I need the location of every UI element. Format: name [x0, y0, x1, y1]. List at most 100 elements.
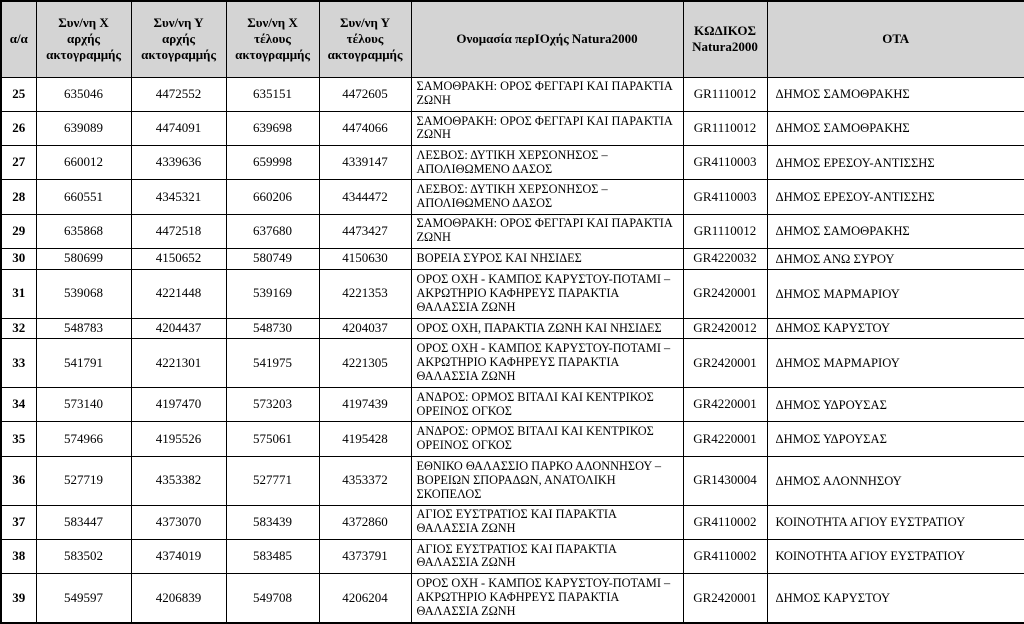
cell-y-start: 4221301 [130, 338, 227, 389]
cell-aa: 30 [0, 247, 37, 270]
cell-natura-name: ΑΓΙΟΣ ΕΥΣΤΡΑΤΙΟΣ ΚΑΙ ΠΑΡΑΚΤΙΑ ΘΑΛΑΣΣΙΑ Ζ… [410, 504, 684, 540]
cell-y-start: 4472518 [130, 213, 227, 249]
header-ota: ΟΤΑ [766, 0, 1024, 78]
cell-x-start: 539068 [35, 268, 132, 319]
cell-x-start: 580699 [35, 247, 132, 270]
table-row: 39 549597 4206839 549708 4206204 ΟΡΟΣ ΟΧ… [0, 573, 1024, 624]
cell-y-start: 4150652 [130, 247, 227, 270]
cell-x-end: 583439 [225, 504, 320, 540]
cell-natura-name: ΑΝΔΡΟΣ: ΟΡΜΟΣ ΒΙΤΑΛΙ ΚΑΙ ΚΕΝΤΡΙΚΟΣ ΟΡΕΙΝ… [410, 421, 684, 457]
cell-y-end: 4353372 [318, 455, 412, 506]
cell-x-end: 583485 [225, 538, 320, 575]
cell-y-end: 4473427 [318, 213, 412, 249]
cell-ota: ΔΗΜΟΣ ΕΡΕΣΟΥ-ΑΝΤΙΣΣΗΣ [766, 179, 1024, 215]
cell-ota: ΚΟΙΝΟΤΗΤΑ ΑΓΙΟΥ ΕΥΣΤΡΑΤΙΟΥ [766, 538, 1024, 575]
cell-y-start: 4195526 [130, 421, 227, 457]
cell-aa: 27 [0, 145, 37, 181]
cell-natura-name: ΟΡΟΣ ΟΧΗ, ΠΑΡΑΚΤΙΑ ΖΩΝΗ ΚΑΙ ΝΗΣΙΔΕΣ [410, 317, 684, 340]
cell-natura-code: GR4220001 [682, 421, 768, 457]
cell-y-end: 4472605 [318, 76, 412, 112]
cell-x-end: 541975 [225, 338, 320, 389]
cell-aa: 35 [0, 421, 37, 457]
table-row: 31 539068 4221448 539169 4221353 ΟΡΟΣ ΟΧ… [0, 268, 1024, 319]
cell-natura-name: ΕΘΝΙΚΟ ΘΑΛΑΣΣΙΟ ΠΑΡΚΟ ΑΛΟΝΝΗΣΟΥ – ΒΟΡΕΙΩ… [410, 455, 684, 506]
cell-x-start: 548783 [35, 317, 132, 340]
cell-natura-name: ΛΕΣΒΟΣ: ΔΥΤΙΚΗ ΧΕΡΣΟΝΗΣΟΣ – ΑΠΟΛΙΘΩΜΕΝΟ … [410, 179, 684, 215]
cell-ota: ΔΗΜΟΣ ΥΔΡΟΥΣΑΣ [766, 421, 1024, 457]
table-row: 29 635868 4472518 637680 4473427 ΣΑΜΟΘΡΑ… [0, 213, 1024, 249]
header-natura-name: Ονομασία περΙΟχής Natura2000 [410, 0, 684, 78]
cell-natura-name: ΑΝΔΡΟΣ: ΟΡΜΟΣ ΒΙΤΑΛΙ ΚΑΙ ΚΕΝΤΡΙΚΟΣ ΟΡΕΙΝ… [410, 387, 684, 423]
cell-natura-name: ΟΡΟΣ ΟΧΗ - ΚΑΜΠΟΣ ΚΑΡΥΣΤΟΥ-ΠΟΤΑΜΙ – ΑΚΡΩ… [410, 573, 684, 624]
cell-natura-code: GR1430004 [682, 455, 768, 506]
cell-x-start: 583447 [35, 504, 132, 540]
cell-x-start: 549597 [35, 573, 132, 624]
header-aa: α/α [0, 0, 37, 78]
cell-y-start: 4353382 [130, 455, 227, 506]
table-row: 38 583502 4374019 583485 4373791 ΑΓΙΟΣ Ε… [0, 538, 1024, 575]
cell-aa: 34 [0, 387, 37, 423]
cell-y-start: 4472552 [130, 76, 227, 112]
cell-x-end: 660206 [225, 179, 320, 215]
cell-natura-code: GR1110012 [682, 213, 768, 249]
cell-y-start: 4373070 [130, 504, 227, 540]
cell-natura-code: GR4220001 [682, 387, 768, 423]
cell-x-end: 539169 [225, 268, 320, 319]
cell-natura-code: GR1110012 [682, 110, 768, 147]
table-row: 36 527719 4353382 527771 4353372 ΕΘΝΙΚΟ … [0, 455, 1024, 506]
cell-y-end: 4206204 [318, 573, 412, 624]
cell-x-end: 527771 [225, 455, 320, 506]
cell-natura-name: ΒΟΡΕΙΑ ΣΥΡΟΣ ΚΑΙ ΝΗΣΙΔΕΣ [410, 247, 684, 270]
cell-x-start: 527719 [35, 455, 132, 506]
header-row: α/α Συν/νη Χ αρχής ακτογραμμής Συν/νη Υ … [0, 0, 1024, 78]
table-row: 25 635046 4472552 635151 4472605 ΣΑΜΟΘΡΑ… [0, 76, 1024, 112]
header-x-start: Συν/νη Χ αρχής ακτογραμμής [35, 0, 132, 78]
cell-y-end: 4344472 [318, 179, 412, 215]
cell-natura-code: GR2420001 [682, 338, 768, 389]
cell-natura-code: GR2420012 [682, 317, 768, 340]
cell-aa: 28 [0, 179, 37, 215]
header-y-start: Συν/νη Υ αρχής ακτογραμμής [130, 0, 227, 78]
cell-y-end: 4204037 [318, 317, 412, 340]
table-row: 26 639089 4474091 639698 4474066 ΣΑΜΟΘΡΑ… [0, 110, 1024, 147]
cell-y-start: 4221448 [130, 268, 227, 319]
cell-ota: ΔΗΜΟΣ ΕΡΕΣΟΥ-ΑΝΤΙΣΣΗΣ [766, 145, 1024, 181]
cell-natura-code: GR4110002 [682, 504, 768, 540]
cell-x-start: 660551 [35, 179, 132, 215]
header-natura-code: ΚΩΔΙΚΟΣ Natura2000 [682, 0, 768, 78]
cell-y-end: 4195428 [318, 421, 412, 457]
cell-x-start: 573140 [35, 387, 132, 423]
header-x-end: Συν/νη Χ τέλους ακτογραμμής [225, 0, 320, 78]
cell-y-end: 4373791 [318, 538, 412, 575]
cell-natura-code: GR2420001 [682, 573, 768, 624]
cell-natura-name: ΟΡΟΣ ΟΧΗ - ΚΑΜΠΟΣ ΚΑΡΥΣΤΟΥ-ΠΟΤΑΜΙ – ΑΚΡΩ… [410, 268, 684, 319]
cell-x-end: 573203 [225, 387, 320, 423]
cell-x-end: 659998 [225, 145, 320, 181]
cell-y-start: 4374019 [130, 538, 227, 575]
cell-ota: ΚΟΙΝΟΤΗΤΑ ΑΓΙΟΥ ΕΥΣΤΡΑΤΙΟΥ [766, 504, 1024, 540]
cell-aa: 33 [0, 338, 37, 389]
cell-aa: 26 [0, 110, 37, 147]
cell-y-end: 4150630 [318, 247, 412, 270]
cell-ota: ΔΗΜΟΣ ΑΝΩ ΣΥΡΟΥ [766, 247, 1024, 270]
cell-x-end: 637680 [225, 213, 320, 249]
cell-ota: ΔΗΜΟΣ ΑΛΟΝΝΗΣΟΥ [766, 455, 1024, 506]
cell-natura-code: GR4110002 [682, 538, 768, 575]
header-y-end: Συν/νη Υ τέλους ακτογραμμής [318, 0, 412, 78]
cell-aa: 32 [0, 317, 37, 340]
cell-natura-code: GR1110012 [682, 76, 768, 112]
cell-x-end: 575061 [225, 421, 320, 457]
table-row: 27 660012 4339636 659998 4339147 ΛΕΣΒΟΣ:… [0, 145, 1024, 181]
table-row: 35 574966 4195526 575061 4195428 ΑΝΔΡΟΣ:… [0, 421, 1024, 457]
cell-y-end: 4221353 [318, 268, 412, 319]
cell-aa: 25 [0, 76, 37, 112]
cell-aa: 39 [0, 573, 37, 624]
cell-ota: ΔΗΜΟΣ ΚΑΡΥΣΤΟΥ [766, 573, 1024, 624]
cell-aa: 36 [0, 455, 37, 506]
cell-natura-code: GR4110003 [682, 179, 768, 215]
cell-x-start: 635046 [35, 76, 132, 112]
cell-natura-name: ΑΓΙΟΣ ΕΥΣΤΡΑΤΙΟΣ ΚΑΙ ΠΑΡΑΚΤΙΑ ΘΑΛΑΣΣΙΑ Ζ… [410, 538, 684, 575]
table-row: 32 548783 4204437 548730 4204037 ΟΡΟΣ ΟΧ… [0, 317, 1024, 340]
cell-x-start: 639089 [35, 110, 132, 147]
